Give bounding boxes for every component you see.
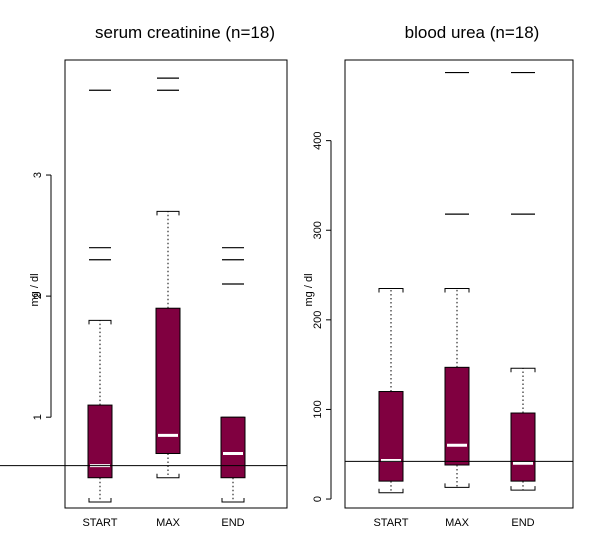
- upper-whisker-cap: [510, 367, 536, 373]
- x-category-label: START: [82, 517, 117, 529]
- plot-frame: [64, 59, 288, 509]
- y-tick-label: 100: [312, 400, 324, 418]
- upper-whisker-cap: [88, 319, 112, 325]
- x-category-label: MAX: [156, 517, 181, 529]
- x-category-label: START: [373, 517, 408, 529]
- upper-whisker-cap: [156, 210, 180, 216]
- y-tick-label: 1: [32, 414, 44, 420]
- iqr-box: [378, 391, 404, 482]
- x-category-label: END: [511, 517, 534, 529]
- plot-frame: [344, 59, 574, 509]
- plot-marks: 0 100 200 300 400 START MAX END: [312, 71, 573, 529]
- x-category-label: END: [221, 517, 244, 529]
- y-axis-label: mg / dl: [29, 273, 41, 306]
- lower-whisker-cap: [88, 497, 112, 503]
- upper-whisker-cap: [444, 287, 470, 293]
- y-tick-label: 200: [312, 311, 324, 329]
- iqr-box: [444, 366, 470, 466]
- lower-whisker-cap: [378, 488, 404, 494]
- lower-whisker-cap: [444, 483, 470, 488]
- lower-whisker-cap: [156, 473, 180, 479]
- lower-whisker-cap: [221, 497, 245, 503]
- iqr-box: [155, 307, 181, 455]
- x-category-label: MAX: [445, 517, 470, 529]
- y-tick-label: 400: [312, 131, 324, 149]
- y-axis-label: mg / dl: [303, 273, 315, 306]
- y-tick-label: 2: [32, 293, 44, 299]
- chart-title: serum creatinine (n=18): [95, 23, 275, 42]
- panel-blood-urea: blood urea (n=18) mg / dl 0 100 200 300 400 S…: [303, 23, 574, 529]
- chart-title: blood urea (n=18): [405, 23, 540, 42]
- plot-marks: 1 2 3 START MAX END: [0, 77, 287, 529]
- lower-whisker-cap: [510, 486, 536, 491]
- iqr-box: [510, 412, 536, 482]
- y-tick-label: 3: [32, 172, 44, 178]
- y-tick-label: 0: [312, 496, 324, 502]
- upper-whisker-cap: [378, 287, 404, 293]
- y-tick-label: 300: [312, 221, 324, 239]
- panel-serum-creatinine: serum creatinine (n=18) mg / dl 1 2 3 START…: [0, 23, 288, 529]
- iqr-box: [220, 416, 246, 479]
